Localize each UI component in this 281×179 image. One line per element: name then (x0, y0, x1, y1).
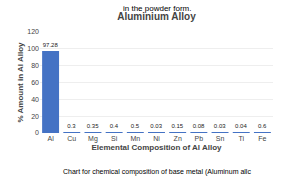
svg-text:Mg: Mg (88, 135, 98, 143)
svg-text:Sn: Sn (216, 135, 225, 142)
svg-text:Cu: Cu (67, 135, 76, 142)
svg-text:100: 100 (27, 45, 39, 52)
svg-text:Pb: Pb (195, 135, 204, 142)
svg-text:0.4: 0.4 (110, 123, 119, 129)
svg-text:% Amount in Al Alloy: % Amount in Al Alloy (16, 42, 25, 123)
svg-text:Fe: Fe (258, 135, 266, 142)
svg-text:0.6: 0.6 (258, 123, 267, 129)
svg-text:120: 120 (27, 28, 39, 35)
svg-text:0.15: 0.15 (172, 123, 184, 129)
svg-text:97.28: 97.28 (43, 42, 59, 48)
svg-text:0.3: 0.3 (67, 123, 76, 129)
svg-text:0.5: 0.5 (131, 123, 140, 129)
svg-text:0: 0 (35, 129, 39, 136)
svg-text:0.03: 0.03 (214, 123, 226, 129)
svg-text:Al: Al (47, 135, 54, 142)
svg-text:0.03: 0.03 (150, 123, 162, 129)
svg-text:in the powder form.: in the powder form. (123, 4, 191, 13)
svg-text:Elemental Composition of Al Al: Elemental Composition of Al Alloy (91, 143, 222, 152)
svg-text:Zn: Zn (174, 135, 182, 142)
svg-text:80: 80 (31, 62, 39, 69)
svg-text:0.04: 0.04 (235, 123, 247, 129)
svg-text:Chart for chemical composition: Chart for chemical composition of base m… (63, 168, 251, 176)
svg-text:60: 60 (31, 79, 39, 86)
svg-text:0.35: 0.35 (87, 123, 99, 129)
svg-text:Ni: Ni (153, 135, 160, 142)
svg-text:40: 40 (31, 96, 39, 103)
svg-text:0.08: 0.08 (193, 123, 205, 129)
svg-text:Si: Si (111, 135, 118, 142)
svg-text:20: 20 (31, 113, 39, 120)
svg-text:Mn: Mn (130, 135, 140, 142)
svg-text:Ti: Ti (238, 135, 244, 142)
svg-text:Aluminium Alloy: Aluminium Alloy (117, 11, 196, 22)
